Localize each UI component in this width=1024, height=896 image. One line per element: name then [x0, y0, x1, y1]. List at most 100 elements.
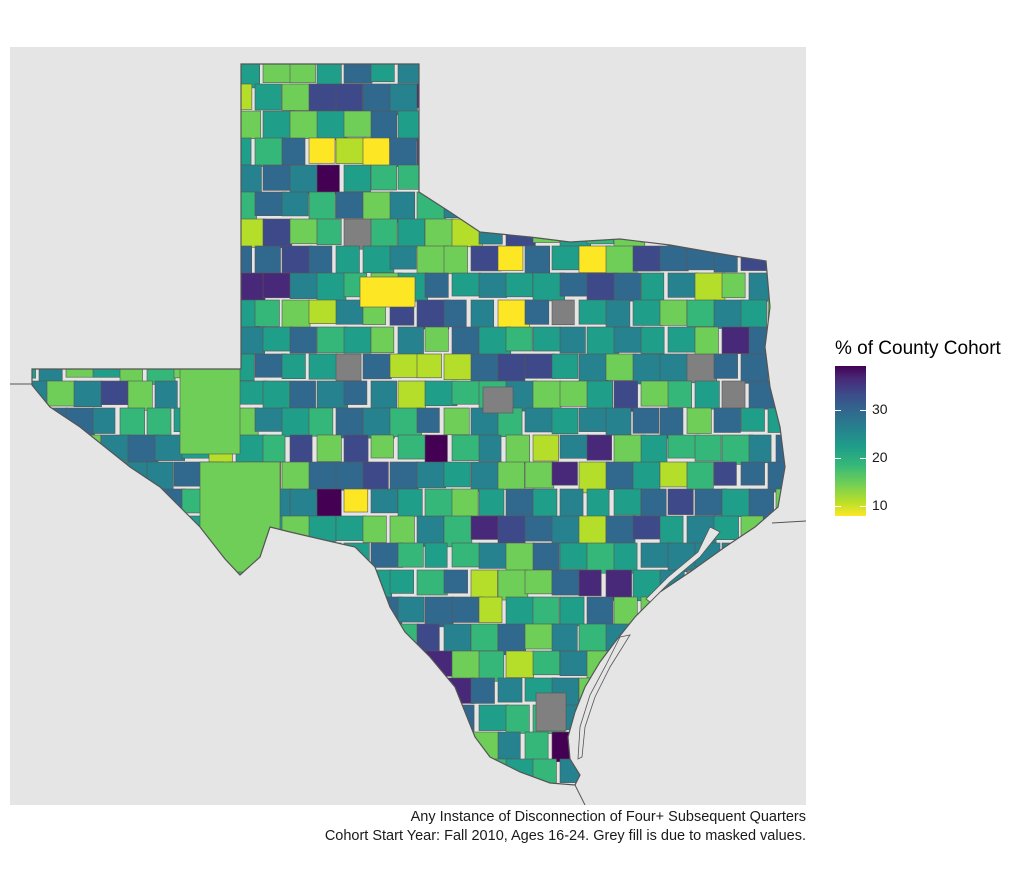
county: [73, 380, 102, 408]
county: [803, 489, 806, 520]
county: [803, 273, 806, 303]
county: [92, 515, 123, 543]
county: [32, 191, 40, 220]
county: [667, 596, 700, 625]
county: [505, 758, 534, 785]
county: [92, 299, 116, 330]
county: [397, 218, 426, 248]
county: [119, 299, 149, 325]
county: [154, 64, 180, 81]
county: [748, 272, 782, 302]
county: [119, 461, 148, 487]
legend-tick-mark: [860, 409, 866, 411]
county: [578, 461, 610, 494]
county: [389, 353, 422, 378]
county: [65, 83, 97, 109]
county: [316, 64, 342, 88]
county: [173, 245, 205, 270]
county: [497, 353, 526, 382]
county: [343, 326, 372, 354]
county: [424, 596, 454, 628]
county: [289, 542, 321, 575]
county: [714, 786, 741, 805]
county: [389, 623, 420, 651]
county: [154, 218, 181, 250]
county: [424, 326, 449, 352]
county: [451, 650, 481, 681]
texas-county-map: [10, 63, 806, 805]
county: [694, 64, 719, 87]
county: [181, 596, 205, 628]
county: [335, 245, 360, 274]
county: [659, 515, 684, 547]
county: [119, 515, 145, 545]
county: [524, 407, 553, 433]
county: [181, 218, 210, 249]
county: [443, 137, 470, 165]
county: [640, 434, 668, 464]
county: [32, 137, 35, 164]
county: [659, 407, 684, 439]
county: [38, 569, 71, 596]
county: [119, 731, 150, 757]
county: [470, 515, 501, 540]
county: [795, 786, 806, 805]
county: [632, 677, 665, 708]
county: [694, 434, 722, 462]
county: [424, 434, 448, 464]
county: [32, 407, 38, 432]
county: [181, 326, 209, 357]
county: [308, 299, 339, 324]
county: [586, 110, 610, 139]
county: [92, 137, 117, 164]
county: [316, 164, 340, 195]
county: [389, 137, 417, 167]
county: [632, 731, 657, 758]
county: [281, 407, 312, 438]
county: [281, 569, 309, 597]
county: [389, 407, 422, 437]
county: [309, 786, 338, 805]
county: [397, 488, 423, 517]
county: [451, 704, 475, 736]
county: [65, 515, 90, 546]
county: [370, 326, 395, 354]
county: [721, 218, 747, 247]
county: [235, 650, 262, 676]
county: [775, 164, 785, 190]
county: [38, 623, 62, 652]
county: [119, 245, 148, 277]
county: [362, 677, 389, 704]
county: [289, 380, 316, 411]
county: [478, 164, 505, 193]
county: [803, 165, 806, 195]
county: [146, 83, 174, 114]
county: [632, 83, 659, 115]
county: [154, 596, 179, 622]
county: [632, 353, 665, 385]
county: [416, 569, 448, 596]
county: [12, 786, 40, 805]
county: [181, 758, 214, 785]
county: [767, 623, 785, 649]
county: [713, 461, 737, 486]
county: [235, 326, 265, 355]
county: [478, 650, 505, 682]
county: [32, 542, 52, 573]
county: [741, 786, 771, 805]
caption-line-2: Cohort Start Year: Fall 2010, Ages 16-24…: [324, 828, 806, 844]
county: [659, 137, 684, 162]
county: [335, 137, 366, 164]
county: [686, 677, 713, 705]
county: [605, 461, 637, 490]
county: [686, 191, 715, 219]
county: [73, 64, 103, 84]
county: [200, 569, 230, 598]
county: [389, 83, 418, 116]
county: [73, 650, 105, 679]
county: [551, 515, 581, 544]
county: [559, 542, 588, 570]
county: [38, 137, 67, 169]
county: [32, 488, 47, 521]
county: [525, 786, 554, 805]
